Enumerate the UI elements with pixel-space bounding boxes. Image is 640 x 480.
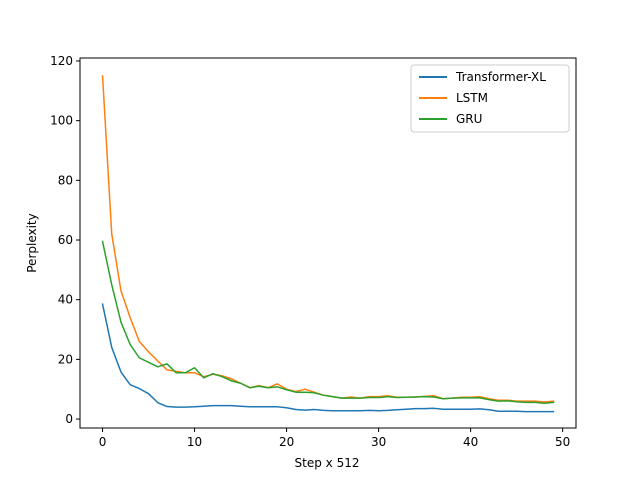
x-tick-label: 50 — [555, 435, 570, 449]
ticks: 0 10 20 30 40 50 0 20 40 60 80 100 120 — [50, 54, 570, 449]
x-tick-label: 0 — [99, 435, 107, 449]
series-line-gru — [101, 240, 555, 404]
y-tick-label: 0 — [65, 412, 73, 426]
y-tick-label: 80 — [58, 173, 73, 187]
x-tick-label: 30 — [371, 435, 386, 449]
x-tick-label: 20 — [279, 435, 294, 449]
y-tick-label: 40 — [58, 293, 73, 307]
axes — [79, 57, 577, 429]
x-axis-label: Step x 512 — [295, 456, 360, 470]
legend-label: GRU — [456, 112, 482, 126]
y-tick-label: 100 — [50, 114, 73, 128]
legend: Transformer-XL LSTM GRU — [410, 64, 570, 133]
x-tick-label: 10 — [187, 435, 202, 449]
y-tick-label: 20 — [58, 352, 73, 366]
legend-label: Transformer-XL — [455, 70, 546, 84]
series-line-transformer-xl — [101, 303, 555, 413]
plot-frame — [79, 57, 577, 429]
y-tick-label: 120 — [50, 54, 73, 68]
y-axis-label: Perplexity — [25, 213, 39, 273]
y-tick-label: 60 — [58, 233, 73, 247]
legend-label: LSTM — [456, 91, 488, 105]
plot-lines — [101, 75, 555, 413]
legend-box — [410, 64, 570, 133]
x-tick-label: 40 — [463, 435, 478, 449]
